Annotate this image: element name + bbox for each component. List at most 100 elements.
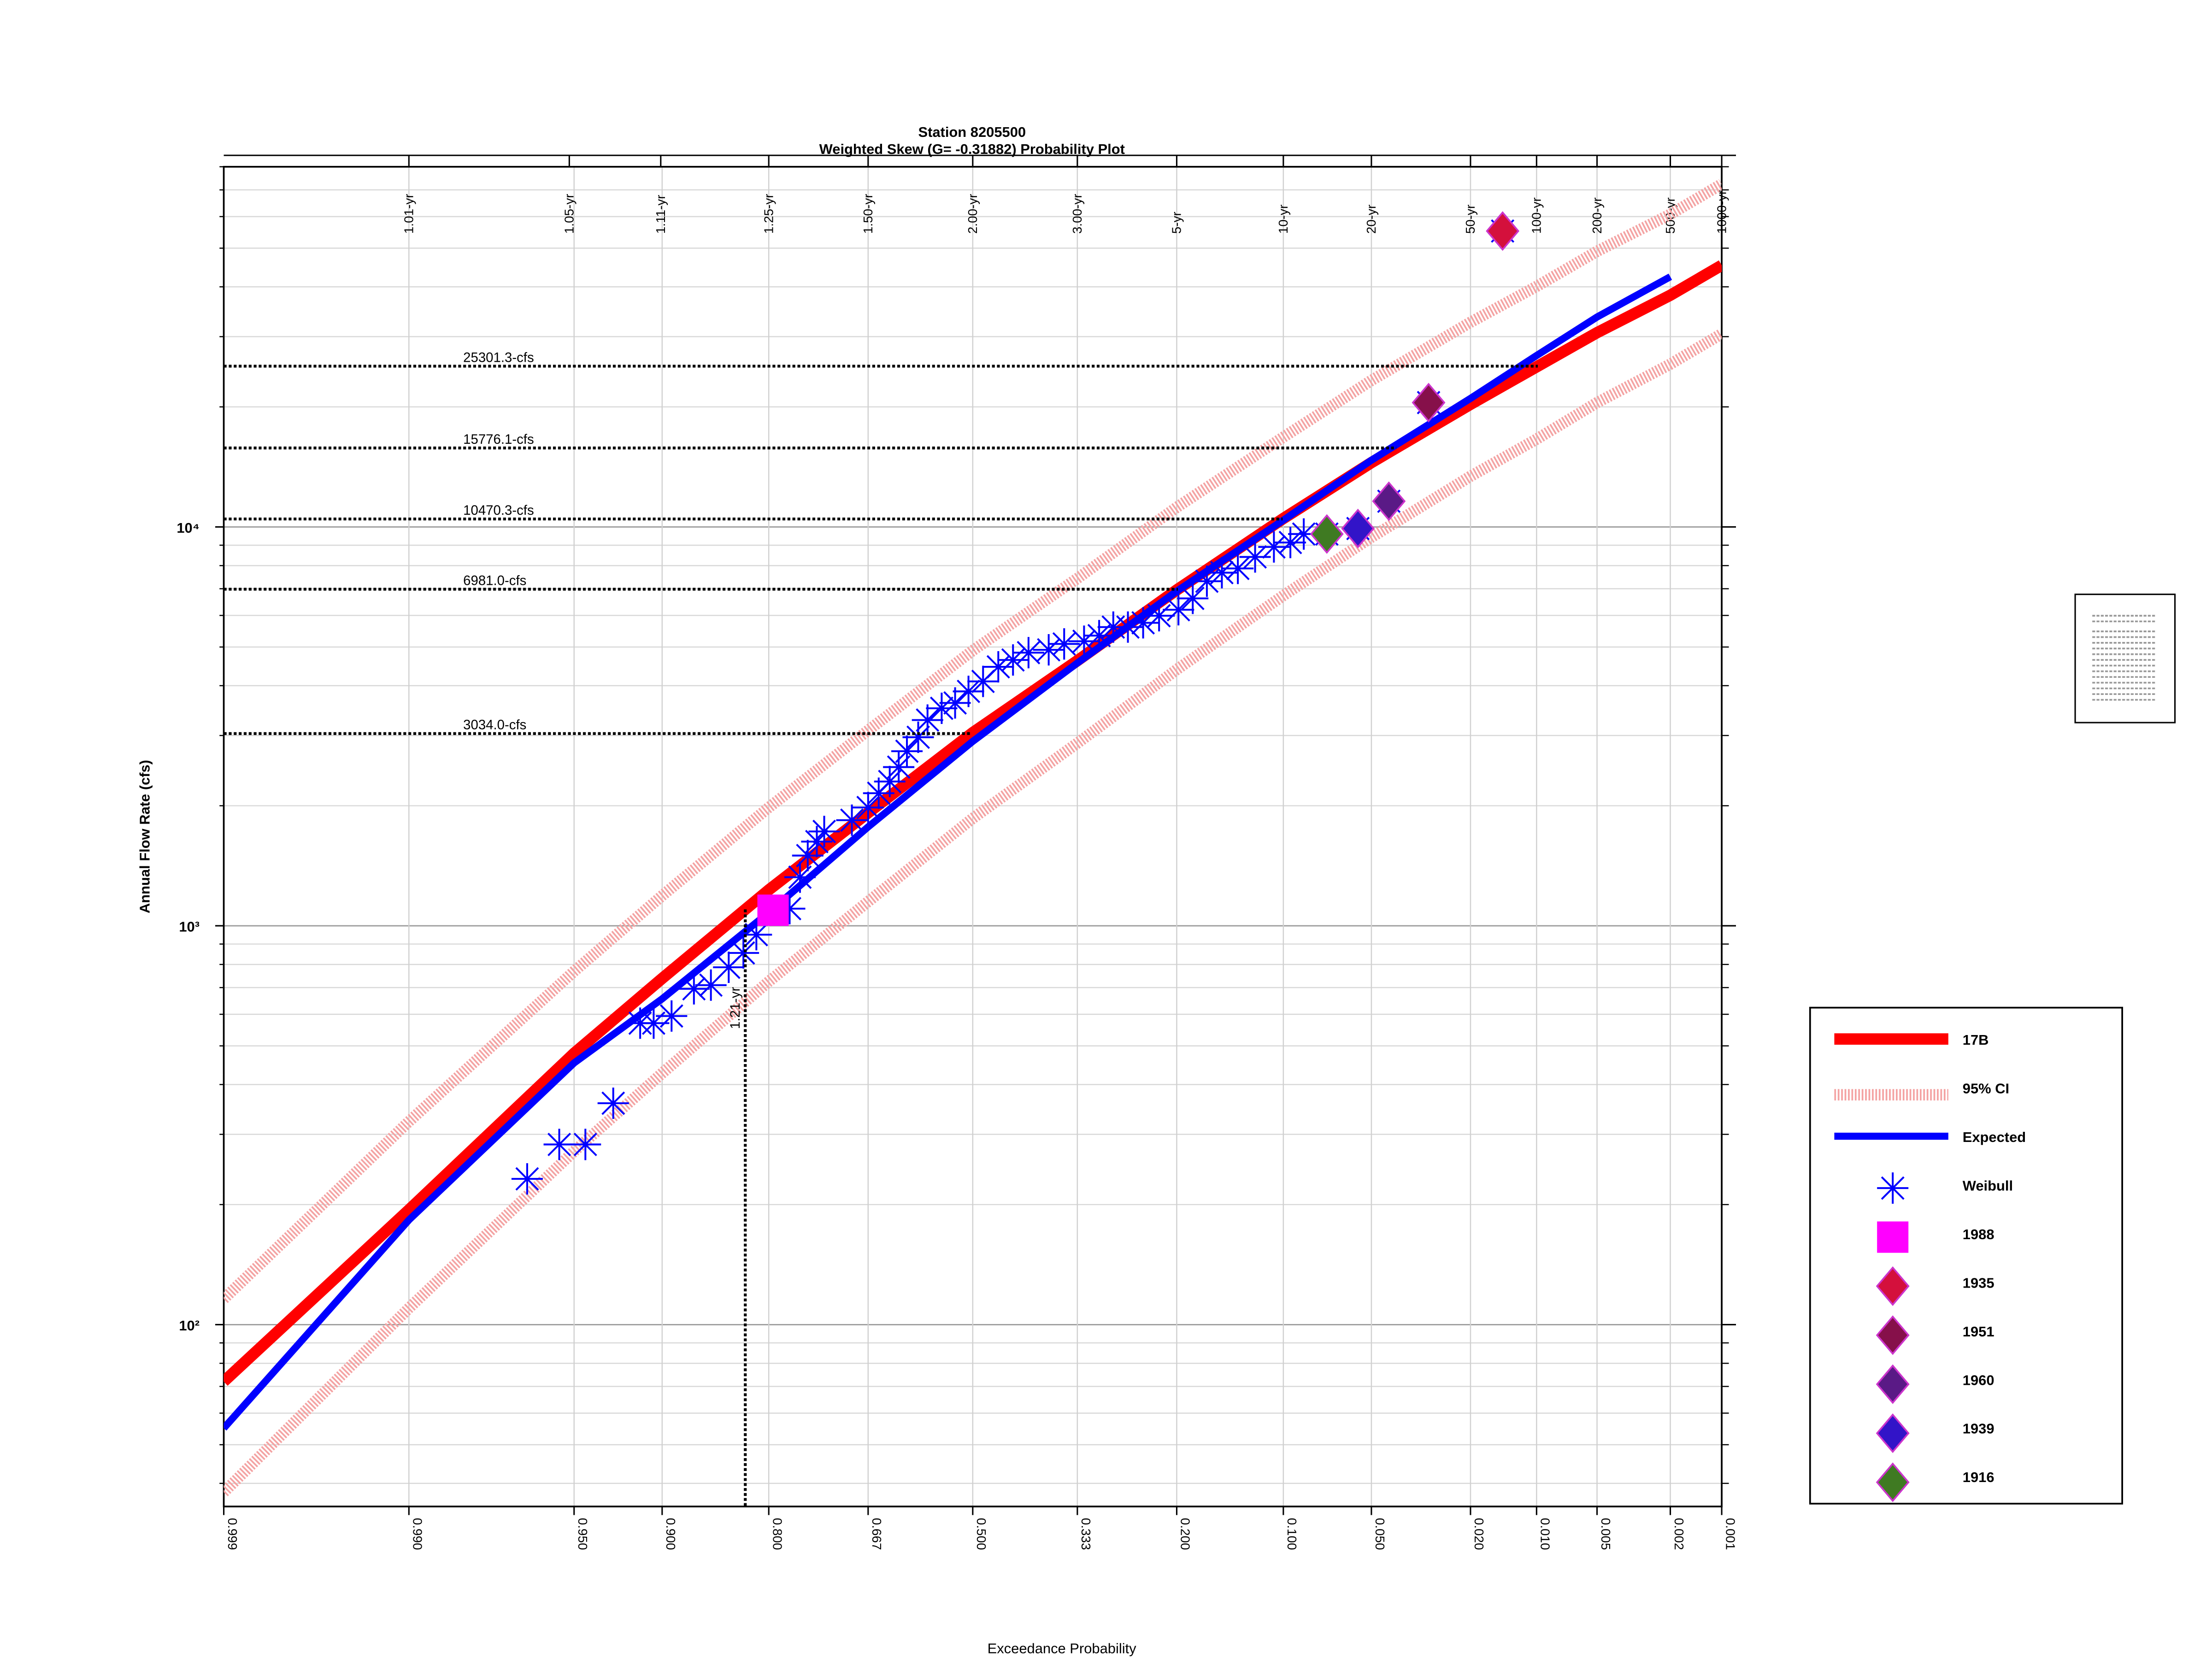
x-tick-label: 0.999 — [225, 1518, 240, 1550]
x-tick-label: 0.002 — [1672, 1518, 1686, 1550]
legend-swatch — [1877, 1172, 1909, 1204]
weibull-point — [597, 1088, 629, 1119]
reference-hline-label: 3034.0-cfs — [463, 718, 526, 733]
y-axis-label: Annual Flow Rate (cfs) — [137, 760, 153, 913]
legend: 17B 95% CI Expected Weibull 1988 1935 1951 1960… — [1834, 1032, 2026, 1502]
x-tick-label: 0.010 — [1538, 1518, 1553, 1550]
x-tick-label: 0.990 — [411, 1518, 425, 1550]
weibull-point — [713, 951, 745, 983]
weibull-point — [967, 665, 999, 697]
weibull-point — [784, 861, 816, 893]
x2-tick-label: 1.11-yr — [653, 195, 668, 234]
weibull-point — [774, 893, 806, 924]
weibull-point — [801, 826, 833, 858]
weibull-point — [1048, 628, 1080, 660]
ci-line — [224, 329, 1722, 1496]
legend-label: 1988 — [1963, 1226, 1994, 1242]
weibull-point — [1206, 557, 1238, 588]
x2-tick-label: 200-yr — [1590, 197, 1604, 234]
diamond-point — [1341, 508, 1375, 548]
weibull-point — [939, 687, 971, 719]
x2-tick-label: 1.25-yr — [761, 194, 776, 234]
weibull-point — [1288, 518, 1320, 550]
legend-label: 1960 — [1963, 1372, 1994, 1388]
weibull-point — [852, 792, 884, 824]
weibull-point — [792, 840, 824, 871]
weibull-point — [874, 765, 906, 797]
weibull-point — [1083, 620, 1115, 652]
y-tick-label: 10⁴ — [176, 520, 200, 536]
weibull-point — [1163, 594, 1194, 626]
chart-title: Station 8205500 — [918, 124, 1026, 140]
legend-swatch — [1877, 1221, 1909, 1253]
legend-swatch — [1876, 1315, 1910, 1355]
weibull-point — [656, 1000, 688, 1032]
x-axis-label: Exceedance Probability — [988, 1641, 1137, 1657]
weibull-point — [891, 735, 923, 767]
x2-tick-label: 100-yr — [1530, 197, 1544, 234]
weibull-point — [912, 704, 943, 736]
legend-label: 17B — [1963, 1032, 1989, 1048]
weibull-point — [638, 1007, 670, 1039]
x-tick-label: 0.100 — [1285, 1518, 1299, 1550]
x-tick-label: 0.500 — [974, 1518, 988, 1550]
legend-swatch — [1876, 1364, 1910, 1404]
legend-swatch — [1876, 1462, 1910, 1502]
weibull-point — [1033, 634, 1065, 666]
diamond-point — [1486, 211, 1520, 251]
reference-hline-label: 6981.0-cfs — [463, 573, 526, 588]
x-tick-label: 0.020 — [1472, 1518, 1486, 1550]
weibull-point — [1127, 607, 1159, 639]
weibull-point — [1143, 600, 1175, 632]
x2-tick-label: 1.50-yr — [861, 194, 875, 234]
legend-swatch — [1876, 1266, 1910, 1306]
x-tick-label: 0.667 — [870, 1518, 884, 1550]
diamond-point — [1310, 514, 1344, 554]
weibull-point — [808, 816, 840, 847]
grid — [215, 155, 1736, 1515]
x-tick-label: 0.005 — [1599, 1518, 1613, 1550]
weibull-point — [883, 751, 915, 783]
x2-tick-label: 1.05-yr — [562, 194, 577, 234]
weibull-point — [1222, 553, 1254, 584]
x2-tick-label: 2.00-yr — [965, 194, 980, 234]
weibull-point — [1258, 531, 1290, 563]
weibull-point — [543, 1129, 575, 1160]
diamond-point — [1372, 481, 1406, 521]
x2-tick-label: 10-yr — [1276, 205, 1290, 234]
legend-label: 95% CI — [1963, 1080, 2009, 1096]
legend-label: 1916 — [1963, 1469, 1994, 1485]
weibull-point — [863, 777, 894, 809]
weibull-point — [836, 804, 868, 836]
reference-hline-label: 10470.3-cfs — [463, 503, 534, 518]
weibull-point — [1012, 637, 1044, 669]
x-tick-label: 0.200 — [1178, 1518, 1193, 1550]
weibull-point — [926, 692, 958, 724]
x-tick-label: 0.050 — [1373, 1518, 1387, 1550]
legend-label: Weibull — [1963, 1177, 2013, 1194]
weibull-point — [1112, 611, 1144, 643]
weibull-point — [1191, 565, 1223, 597]
weibull-point — [982, 651, 1014, 682]
weibull-point — [1239, 541, 1271, 573]
table-box — [2074, 594, 2176, 724]
x-tick-label: 0.950 — [576, 1518, 590, 1550]
y-tick-label: 10² — [179, 1318, 200, 1334]
table-rows — [2092, 615, 2155, 701]
legend-label: Expected — [1963, 1129, 2026, 1145]
weibull-point — [1177, 582, 1209, 614]
square-point — [757, 894, 789, 926]
weibull-point — [728, 937, 759, 969]
weibull-point — [511, 1163, 543, 1195]
chart-subtitle: Weighted Skew (G= -0.31882) Probability … — [819, 141, 1125, 157]
weibull-point — [953, 676, 984, 707]
weibull-point — [695, 969, 727, 1001]
x2-tick-label: 5-yr — [1170, 212, 1184, 234]
line — [224, 273, 1672, 1431]
x2-tick-label: 1.01-yr — [402, 194, 416, 234]
legend-label: 1935 — [1963, 1275, 1994, 1291]
x2-tick-label: 50-yr — [1463, 205, 1477, 234]
ci-line — [224, 179, 1722, 1303]
plot-frame — [223, 166, 1723, 1507]
